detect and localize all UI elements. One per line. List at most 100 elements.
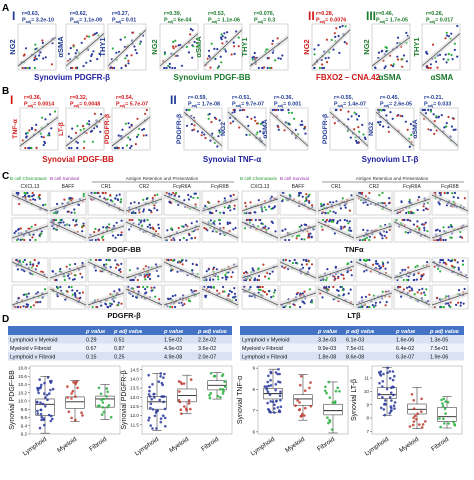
section-a-plot-2-0-point — [321, 66, 324, 70]
section-c-cell-0-1-0-0-point — [22, 260, 25, 263]
section-b-plot-0-2-point — [142, 127, 146, 131]
section-a-plot-2-0-point — [334, 35, 337, 39]
section-b-plot-1-2-r-value: r=-0.36, — [274, 95, 294, 101]
section-c-cell-0-0-1-1-point — [52, 227, 55, 230]
section-b-plot-0-0-p-number: = 0.0014 — [33, 102, 54, 108]
section-a-plot-0-1-point — [75, 49, 79, 52]
section-d-table-0-cell-1-1: 0.67 — [86, 346, 97, 352]
boxplot-2-point-0 — [278, 372, 281, 376]
section-d-table-2-cell-1-1: 9.9e-03 — [318, 346, 336, 352]
section-c-cell-0-1-1-2-point — [110, 303, 113, 306]
section-b-plot-0-1-ylabel: LT-β — [58, 122, 65, 136]
section-c-cell-0-0-0-3-point — [129, 202, 132, 205]
section-b-plot-0-0-point — [49, 113, 52, 116]
section-c-cell-0-1-1-4-point — [183, 302, 186, 306]
section-c-cell-1-0-1-4-fit-line — [393, 221, 431, 239]
boxplot-0-point-2 — [102, 397, 105, 401]
section-c-cell-0-0-1-2-point — [101, 236, 104, 239]
section-b-plot-2-1-point — [408, 145, 411, 148]
boxplot-3-point-0 — [378, 381, 381, 385]
boxplot-0-point-1 — [76, 386, 79, 390]
boxplot-2-box-2 — [323, 403, 343, 416]
section-c-cell-0-0-0-3-point — [133, 201, 136, 204]
section-c-cell-0-1-1-5-point — [207, 285, 210, 289]
section-d-table-row-bg-0-2 — [8, 352, 142, 361]
section-c-cell-0-0-0-0-point — [44, 203, 47, 206]
section-b-plot-2-1-r-value: r=-0.45, — [380, 95, 400, 101]
boxplot-0-point-0 — [51, 387, 55, 391]
section-a-plot-1-2-point — [263, 66, 266, 69]
section-c-cell-1-0-1-1-fit-line — [279, 225, 317, 239]
section-c-cell-0-0-0-4-point — [173, 194, 176, 197]
section-b-plot-0-1-point — [88, 120, 91, 123]
boxplot-0-ytick-label: 9.2 — [21, 432, 28, 437]
section-c-cell-1-0-1-5-point — [442, 226, 445, 229]
boxplot-2-point-2 — [328, 418, 331, 422]
section-a-plot-4-0-p-value: Padj= 0.017 — [426, 18, 453, 24]
section-a-plot-1-2-point — [266, 57, 269, 60]
section-d-table-3-header-1: p adj value — [429, 329, 459, 335]
section-c-cell-1-1-0-5-point — [450, 259, 453, 262]
boxplot-2-point-0 — [273, 411, 276, 414]
boxplot-0-point-2 — [99, 392, 103, 396]
section-c-cell-0-0-1-3-point — [131, 218, 134, 222]
section-b-plot-2-1-point — [396, 114, 399, 117]
section-d-table-row-bg-3-2 — [374, 352, 464, 361]
section-a-plot-1-1-r-value: r=0.53, — [208, 11, 226, 17]
section-c-cell-1-0-0-2-point — [329, 201, 332, 204]
section-c-cell-0-0-0-2-point — [111, 200, 114, 203]
boxplot-3-point-0 — [392, 404, 396, 408]
section-c-cell-1-0-1-4-point — [416, 225, 419, 228]
section-a-plot-0-0-point — [35, 58, 38, 61]
boxplot-3-point-1 — [413, 414, 417, 418]
section-a-plot-1-1-point — [220, 61, 223, 64]
section-c-cell-1-0-0-4-point — [408, 198, 411, 202]
section-c-cell-0-0-0-2-point — [97, 191, 100, 195]
section-c-cell-1-1-0-3-fit-line — [355, 261, 393, 279]
section-b-plot-2-1-point — [409, 123, 412, 126]
section-b-plot-2-0-point — [347, 110, 350, 113]
section-c-cell-1-1-0-3-point — [386, 261, 389, 264]
section-c-cell-1-0-0-4-fit-line — [393, 198, 431, 212]
boxplot-3-category-0: Lymphoid — [364, 436, 391, 458]
section-c-antigen-1: Antigen Retention and Presentation — [356, 176, 429, 181]
section-b-plot-0-2-point — [121, 128, 124, 131]
section-c-cell-0-1-0-4-point — [191, 262, 194, 266]
section-c-gene-0-2: CR1 — [101, 184, 111, 190]
section-c-cell-1-0-1-2-point — [339, 219, 342, 222]
boxplot-0-point-0 — [39, 401, 42, 405]
section-c-cell-0-1-1-0-fit-line — [11, 292, 49, 306]
section-c-cell-0-1-0-1-point — [81, 261, 84, 265]
boxplot-2-category-2: Fibroid — [316, 436, 336, 453]
section-c-gene-0-5: FcγRIIB — [211, 184, 229, 190]
section-d-table-3-cell-2-0: 6.3e-07 — [396, 355, 414, 361]
section-c-cell-0-1-0-2-point — [119, 268, 122, 271]
section-c-cell-1-0-1-1-point — [296, 234, 299, 238]
section-c-cell-1-1-1-3-point — [384, 304, 387, 307]
section-c-cell-1-1-1-4-point — [424, 294, 427, 297]
section-c-cell-1-1-1-1-point — [299, 292, 302, 295]
section-c-cell-1-1-0-0-point — [257, 278, 261, 282]
section-c-cell-1-1-1-5-point — [440, 305, 443, 309]
section-c-cell-1-0-1-1-point — [288, 238, 291, 242]
section-c-label-pdgfr-b: PDGFR-β — [107, 311, 141, 320]
boxplot-0-point-2 — [100, 398, 103, 402]
section-c-cell-1-0-0-5-point — [457, 196, 460, 199]
section-a-plot-2-0-p-number: = 0.0076 — [325, 18, 346, 24]
section-a-plot-3-0-point — [391, 65, 395, 68]
section-b-plot-2-0-point — [349, 136, 352, 139]
section-c-cell-1-1-1-0-point — [258, 285, 262, 289]
section-c-cell-0-0-0-0-point — [31, 195, 34, 198]
section-c-cell-1-1-1-0-point — [261, 285, 264, 289]
section-c-cell-1-0-0-0-point — [244, 201, 247, 205]
section-d-table-3-cell-1-1: 7.5e-01 — [430, 346, 448, 352]
section-c-cell-1-1-0-3-point — [382, 265, 385, 268]
section-c-cell-0-0-0-4-fit-line — [163, 194, 201, 212]
section-c-cell-0-1-0-5-point — [208, 278, 212, 282]
section-c-gene-1-2: CR1 — [331, 184, 341, 190]
section-d-table-row-bg-0-1 — [8, 343, 142, 352]
boxplot-0-point-0 — [39, 412, 43, 416]
section-c-cell-0-0-0-0-point — [23, 194, 27, 197]
section-c-cell-1-1-1-0-point — [257, 285, 260, 289]
section-c-cell-0-1-1-5-point — [228, 289, 232, 292]
